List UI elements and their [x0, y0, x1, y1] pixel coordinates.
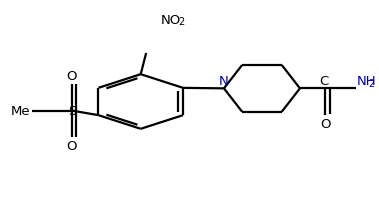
Text: NO: NO: [161, 14, 181, 27]
Text: 2: 2: [369, 79, 375, 89]
Text: NH: NH: [357, 75, 376, 88]
Text: O: O: [67, 139, 77, 152]
Text: N: N: [218, 75, 228, 88]
Text: S: S: [68, 105, 76, 118]
Text: Me: Me: [11, 105, 30, 118]
Text: O: O: [320, 117, 330, 130]
Text: C: C: [319, 75, 329, 88]
Text: O: O: [67, 70, 77, 83]
Text: 2: 2: [179, 17, 185, 27]
